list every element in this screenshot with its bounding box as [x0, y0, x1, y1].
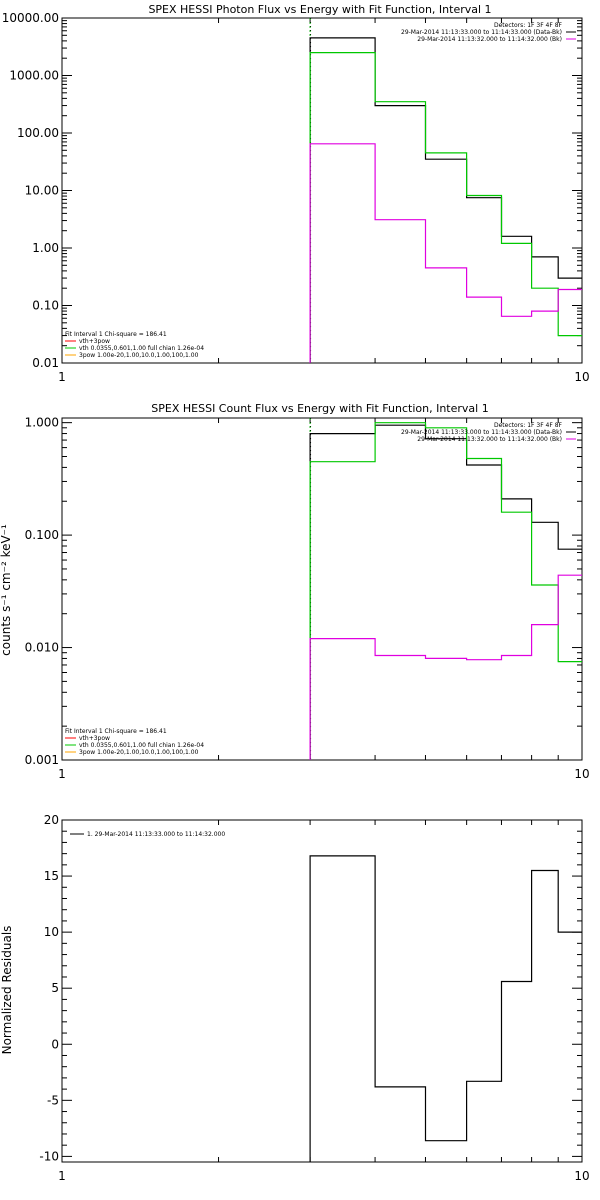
legend-entry: Fit Interval 1 Chi-square = 186.41 — [65, 331, 167, 338]
legend-entry: 29-Mar-2014 11:13:33.000 to 11:14:33.000… — [401, 29, 562, 36]
y-tick-label: 0.01 — [32, 356, 59, 370]
count-flux-panel: SPEX HESSI Count Flux vs Energy with Fit… — [0, 402, 590, 781]
y-tick-label: 1000.00 — [9, 69, 59, 83]
residuals-panel: Normalized Residuals -10 -5 0 5 10 15 20 1 10 1.… — [0, 813, 590, 1183]
y-tick-label: 20 — [44, 813, 59, 827]
legend-entry: Detectors: 1F 3F 4F 8F — [494, 22, 563, 29]
y-tick-label: 100.00 — [17, 126, 59, 140]
legend-entry: 29-Mar-2014 11:13:32.000 to 11:14:32.000… — [417, 36, 562, 43]
step-series-2 — [309, 143, 582, 363]
step-series-0 — [309, 855, 582, 1162]
step-series-0 — [309, 424, 582, 760]
count-flux-title: SPEX HESSI Count Flux vs Energy with Fit… — [151, 402, 488, 415]
y-tick-label: 0.001 — [25, 753, 59, 767]
legend-entry: Fit Interval 1 Chi-square = 186.41 — [65, 728, 167, 735]
y-tick-label: 5 — [51, 981, 59, 995]
step-series-0 — [309, 37, 582, 363]
photon-flux-panel: SPEX HESSI Photon Flux vs Energy with Fi… — [2, 3, 590, 384]
step-series-1 — [309, 52, 582, 363]
legend-entry: 3pow 1.00e-20,1.00,10.0,1.00,100,1.00 — [79, 352, 199, 359]
legend-entry: 29-Mar-2014 11:13:33.000 to 11:14:33.000… — [401, 429, 562, 436]
step-series-2 — [309, 574, 582, 760]
legend-entry: 3pow 1.00e-20,1.00,10.0,1.00,100,1.00 — [79, 749, 199, 756]
residuals-frame — [61, 819, 583, 1163]
count-flux-frame — [61, 417, 583, 761]
legend-entry: 29-Mar-2014 11:13:32.000 to 11:14:32.000… — [417, 436, 562, 443]
legend-entry: vth+3pow — [79, 735, 110, 742]
legend-entry: vth 0.0355,0.601,1.00 full chian 1.26e-0… — [79, 742, 204, 749]
y-tick-label: 15 — [44, 869, 59, 883]
y-tick-label: -10 — [39, 1149, 59, 1163]
residuals-ylabel: Normalized Residuals — [0, 926, 14, 1055]
y-tick-label: 0.010 — [25, 641, 59, 655]
legend-entry: Detectors: 1F 3F 4F 8F — [494, 422, 563, 429]
step-series-1 — [309, 422, 582, 760]
x-tick-label: 1 — [58, 370, 66, 384]
x-tick-label: 1 — [58, 1169, 66, 1183]
legend-entry: vth+3pow — [79, 338, 110, 345]
y-tick-label: 10000.00 — [2, 11, 59, 25]
y-tick-label: 0 — [51, 1037, 59, 1051]
y-tick-label: 0.100 — [25, 528, 59, 542]
x-tick-label: 10 — [574, 767, 589, 781]
x-tick-label: 10 — [574, 370, 589, 384]
legend-entry: 1. 29-Mar-2014 11:13:33.000 to 11:14:32.… — [87, 831, 225, 838]
y-tick-label: 10 — [44, 925, 59, 939]
legend-entry: vth 0.0355,0.601,1.00 full chian 1.26e-0… — [79, 345, 204, 352]
y-tick-label: -5 — [47, 1093, 59, 1107]
y-tick-label: 10.00 — [25, 184, 59, 198]
y-tick-label: 0.10 — [32, 299, 59, 313]
x-tick-label: 1 — [58, 767, 66, 781]
count-flux-ylabel: counts s⁻¹ cm⁻² keV⁻¹ — [0, 524, 13, 656]
photon-flux-frame — [61, 17, 583, 364]
x-tick-label: 10 — [574, 1169, 589, 1183]
photon-flux-title: SPEX HESSI Photon Flux vs Energy with Fi… — [148, 3, 491, 16]
y-tick-label: 1.000 — [25, 416, 59, 430]
y-tick-label: 1.00 — [32, 241, 59, 255]
